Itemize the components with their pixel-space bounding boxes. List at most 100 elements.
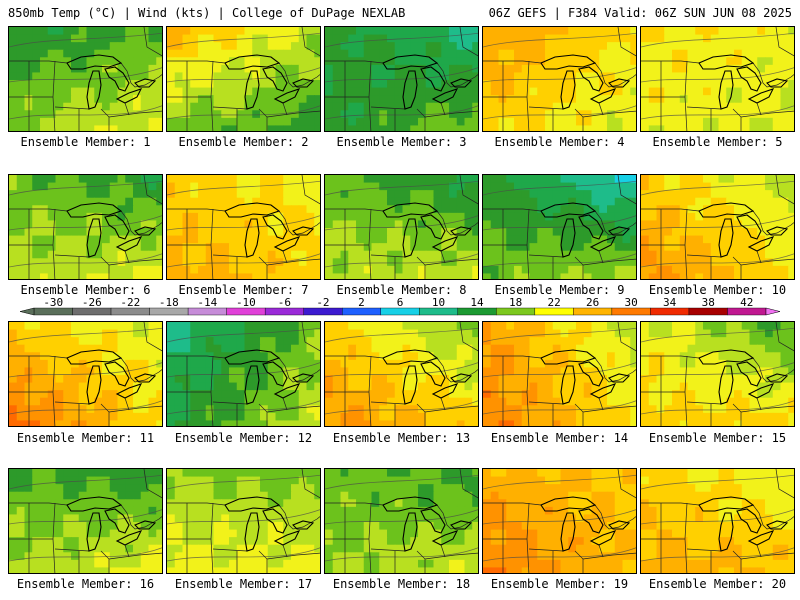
temperature-field: [9, 175, 162, 279]
ensemble-member-label: Ensemble Member: 19: [490, 577, 629, 591]
ensemble-member-label: Ensemble Member: 8: [336, 283, 467, 297]
state-borders: [641, 175, 794, 279]
colorbar-tick-label: 14: [470, 296, 484, 309]
ensemble-member-map: [482, 468, 637, 574]
colorbar-tick-label: 18: [509, 296, 522, 309]
temperature-field: [9, 27, 162, 131]
great-lakes-outline: [224, 496, 315, 552]
isobar-contours: [167, 474, 320, 562]
temperature-field: [325, 27, 478, 131]
ensemble-member-label: Ensemble Member: 7: [178, 283, 309, 297]
colorbar-tick-label: 22: [547, 296, 560, 309]
ensemble-member-map: [640, 26, 795, 132]
temperature-field: [167, 27, 320, 131]
isobar-contours: [641, 180, 794, 268]
isobar-contours: [167, 32, 320, 120]
ensemble-member-label: Ensemble Member: 14: [490, 431, 629, 445]
ensemble-member-map: [640, 321, 795, 427]
state-borders: [641, 322, 794, 426]
colorbar-tick-label: -6: [278, 296, 291, 309]
ensemble-member-map: [324, 468, 479, 574]
ensemble-member-map: [640, 174, 795, 280]
ensemble-member-label: Ensemble Member: 5: [652, 135, 783, 149]
colorbar-bin: [110, 307, 150, 316]
ensemble-member-label: Ensemble Member: 11: [16, 431, 155, 445]
model-run-info: 06Z GEFS | F384 Valid: 06Z SUN JUN 08 20…: [488, 6, 792, 20]
isobar-contours: [325, 180, 478, 268]
colorbar-bin: [534, 307, 574, 316]
great-lakes-outline: [224, 202, 315, 258]
state-borders: [167, 27, 320, 131]
state-borders: [9, 469, 162, 573]
temperature-field: [641, 175, 794, 279]
temperature-field: [483, 469, 636, 573]
colorbar-bin: [226, 307, 266, 316]
great-lakes-outline: [382, 496, 473, 552]
colorbar-bin: [611, 307, 651, 316]
isobar-contours: [483, 327, 636, 415]
great-lakes-outline: [540, 349, 631, 405]
great-lakes-outline: [382, 202, 473, 258]
great-lakes-outline: [224, 54, 315, 110]
map-title: 850mb Temp (°C) | Wind (kts) | College o…: [8, 6, 406, 20]
ensemble-member-map: [8, 321, 163, 427]
temperature-field: [325, 469, 478, 573]
colorbar-tick-label: 42: [740, 296, 753, 309]
ensemble-member-label: Ensemble Member: 12: [174, 431, 313, 445]
colorbar-tick-label: 6: [397, 296, 404, 309]
isobar-contours: [167, 180, 320, 268]
colorbar-bin: [380, 307, 420, 316]
great-lakes-outline: [540, 54, 631, 110]
colorbar-bin: [496, 307, 536, 316]
colorbar-tick-label: 26: [586, 296, 599, 309]
state-borders: [325, 175, 478, 279]
colorbar-tick-label: 34: [663, 296, 677, 309]
colorbar-bin: [650, 307, 690, 316]
temperature-colorbar: -30 -26 -22 -18 -14 -10 -6 -2 2 6 10 14 18 22 26 30 34 38…: [19, 296, 781, 316]
ensemble-member-map: [8, 174, 163, 280]
ensemble-member-map: [482, 321, 637, 427]
great-lakes-outline: [540, 496, 631, 552]
ensemble-member-label: Ensemble Member: 17: [174, 577, 313, 591]
colorbar-bin: [149, 307, 189, 316]
ensemble-member-map: [640, 468, 795, 574]
colorbar-bin: [727, 307, 767, 316]
ensemble-member-label: Ensemble Member: 16: [16, 577, 155, 591]
ensemble-member-label: Ensemble Member: 1: [20, 135, 151, 149]
colorbar-bin: [457, 307, 497, 316]
colorbar-tick-label: -22: [120, 296, 140, 309]
colorbar-bin: [342, 307, 381, 316]
great-lakes-outline: [382, 54, 473, 110]
isobar-contours: [325, 327, 478, 415]
ensemble-member-map: [166, 468, 321, 574]
isobar-contours: [9, 180, 162, 268]
colorbar-tick-label: -2: [316, 296, 329, 309]
great-lakes-outline: [698, 349, 789, 405]
temperature-field: [325, 322, 478, 426]
colorbar-tick-label: 10: [432, 296, 445, 309]
ensemble-member-map: [166, 26, 321, 132]
state-borders: [483, 322, 636, 426]
ensemble-member-label: Ensemble Member: 18: [332, 577, 471, 591]
colorbar-bin: [303, 307, 343, 316]
great-lakes-outline: [66, 202, 157, 258]
ensemble-member-map: [324, 26, 479, 132]
state-borders: [483, 175, 636, 279]
isobar-contours: [483, 474, 636, 562]
state-borders: [641, 469, 794, 573]
colorbar-tick-label: 2: [358, 296, 365, 309]
colorbar-bin: [33, 307, 73, 316]
colorbar-arrow-high: [765, 307, 781, 316]
isobar-contours: [641, 32, 794, 120]
ensemble-member-map: [166, 321, 321, 427]
state-borders: [167, 175, 320, 279]
ensemble-member-label: Ensemble Member: 10: [648, 283, 787, 297]
colorbar-tick-label: 38: [702, 296, 715, 309]
colorbar-arrow-low: [19, 307, 35, 316]
colorbar-tick-label: -18: [159, 296, 179, 309]
colorbar-tick-label: -14: [197, 296, 217, 309]
great-lakes-outline: [382, 349, 473, 405]
great-lakes-outline: [698, 54, 789, 110]
great-lakes-outline: [540, 202, 631, 258]
isobar-contours: [641, 327, 794, 415]
